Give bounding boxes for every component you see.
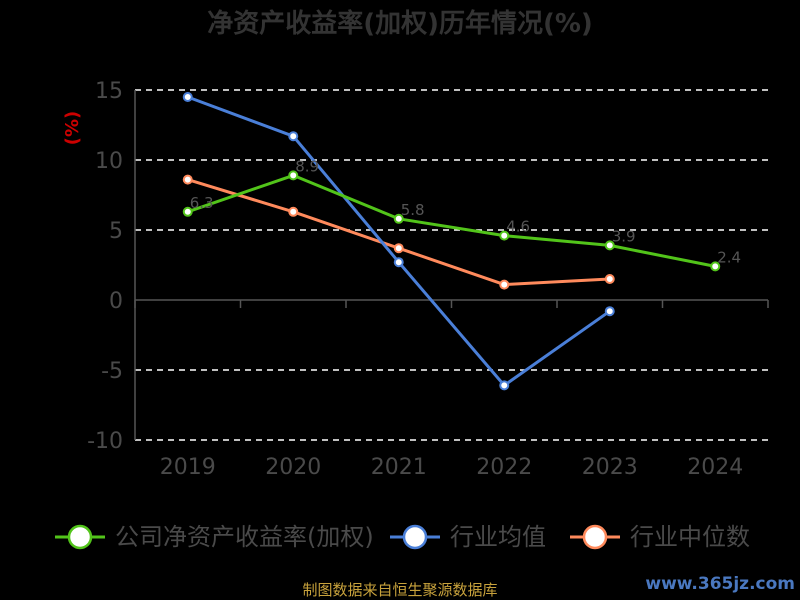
legend: 公司净资产收益率(加权) 行业均值 行业中位数 <box>55 523 750 551</box>
watermark: www.365jz.com <box>645 574 795 594</box>
x-tick-label: 2021 <box>371 455 427 480</box>
data-label: 8.9 <box>295 157 319 175</box>
series-line <box>187 173 716 268</box>
x-tick-label: 2019 <box>160 455 216 480</box>
series-line <box>187 95 611 387</box>
legend-marker <box>582 524 608 550</box>
series-line <box>187 178 610 287</box>
y-tick-label: 15 <box>95 79 123 104</box>
data-point <box>393 257 404 268</box>
legend-label: 行业均值 <box>450 523 546 551</box>
source-note: 制图数据来自恒生聚源数据库 <box>302 581 497 599</box>
x-tick-label: 2022 <box>476 455 532 480</box>
y-tick-label: 5 <box>109 219 123 244</box>
data-point <box>499 279 510 290</box>
data-point <box>288 206 299 217</box>
data-label: 3.9 <box>612 227 636 245</box>
x-tick-label: 2020 <box>265 455 321 480</box>
legend-label: 公司净资产收益率(加权) <box>115 523 374 551</box>
axes <box>134 90 769 440</box>
data-point <box>393 243 404 254</box>
y-axis-unit: (%) <box>62 111 83 146</box>
y-tick-label: -5 <box>101 359 123 384</box>
data-point <box>182 206 193 217</box>
data-point <box>710 261 721 272</box>
data-point <box>604 240 615 251</box>
legend-marker <box>67 524 93 550</box>
legend-label: 行业中位数 <box>630 523 750 551</box>
data-point <box>288 131 299 142</box>
data-point <box>499 230 510 241</box>
legend-marker <box>402 524 428 550</box>
data-point <box>288 170 299 181</box>
data-point <box>393 213 404 224</box>
series-lines: 6.3 8.9 5.8 4.6 3.9 2.4 <box>182 92 741 391</box>
data-label: 4.6 <box>506 218 530 236</box>
data-label: 5.8 <box>401 201 425 219</box>
y-tick-label: 0 <box>109 289 123 314</box>
data-point <box>182 174 193 185</box>
x-tick-label: 2024 <box>687 455 743 480</box>
data-label: 6.3 <box>190 194 214 212</box>
y-tick-label: 10 <box>95 149 123 174</box>
data-point <box>604 306 615 317</box>
y-tick-label: -10 <box>87 429 123 454</box>
data-point <box>182 92 193 102</box>
x-tick-label: 2023 <box>582 455 638 480</box>
chart-title: 净资产收益率(加权)历年情况(%) <box>207 8 593 39</box>
data-label: 2.4 <box>717 248 741 266</box>
x-tick-labels: 2019 2020 2021 2022 2023 2024 <box>160 455 744 480</box>
data-point <box>499 380 510 391</box>
y-tick-labels: 15 10 5 0 -5 -10 <box>87 79 123 454</box>
data-point <box>604 274 615 284</box>
